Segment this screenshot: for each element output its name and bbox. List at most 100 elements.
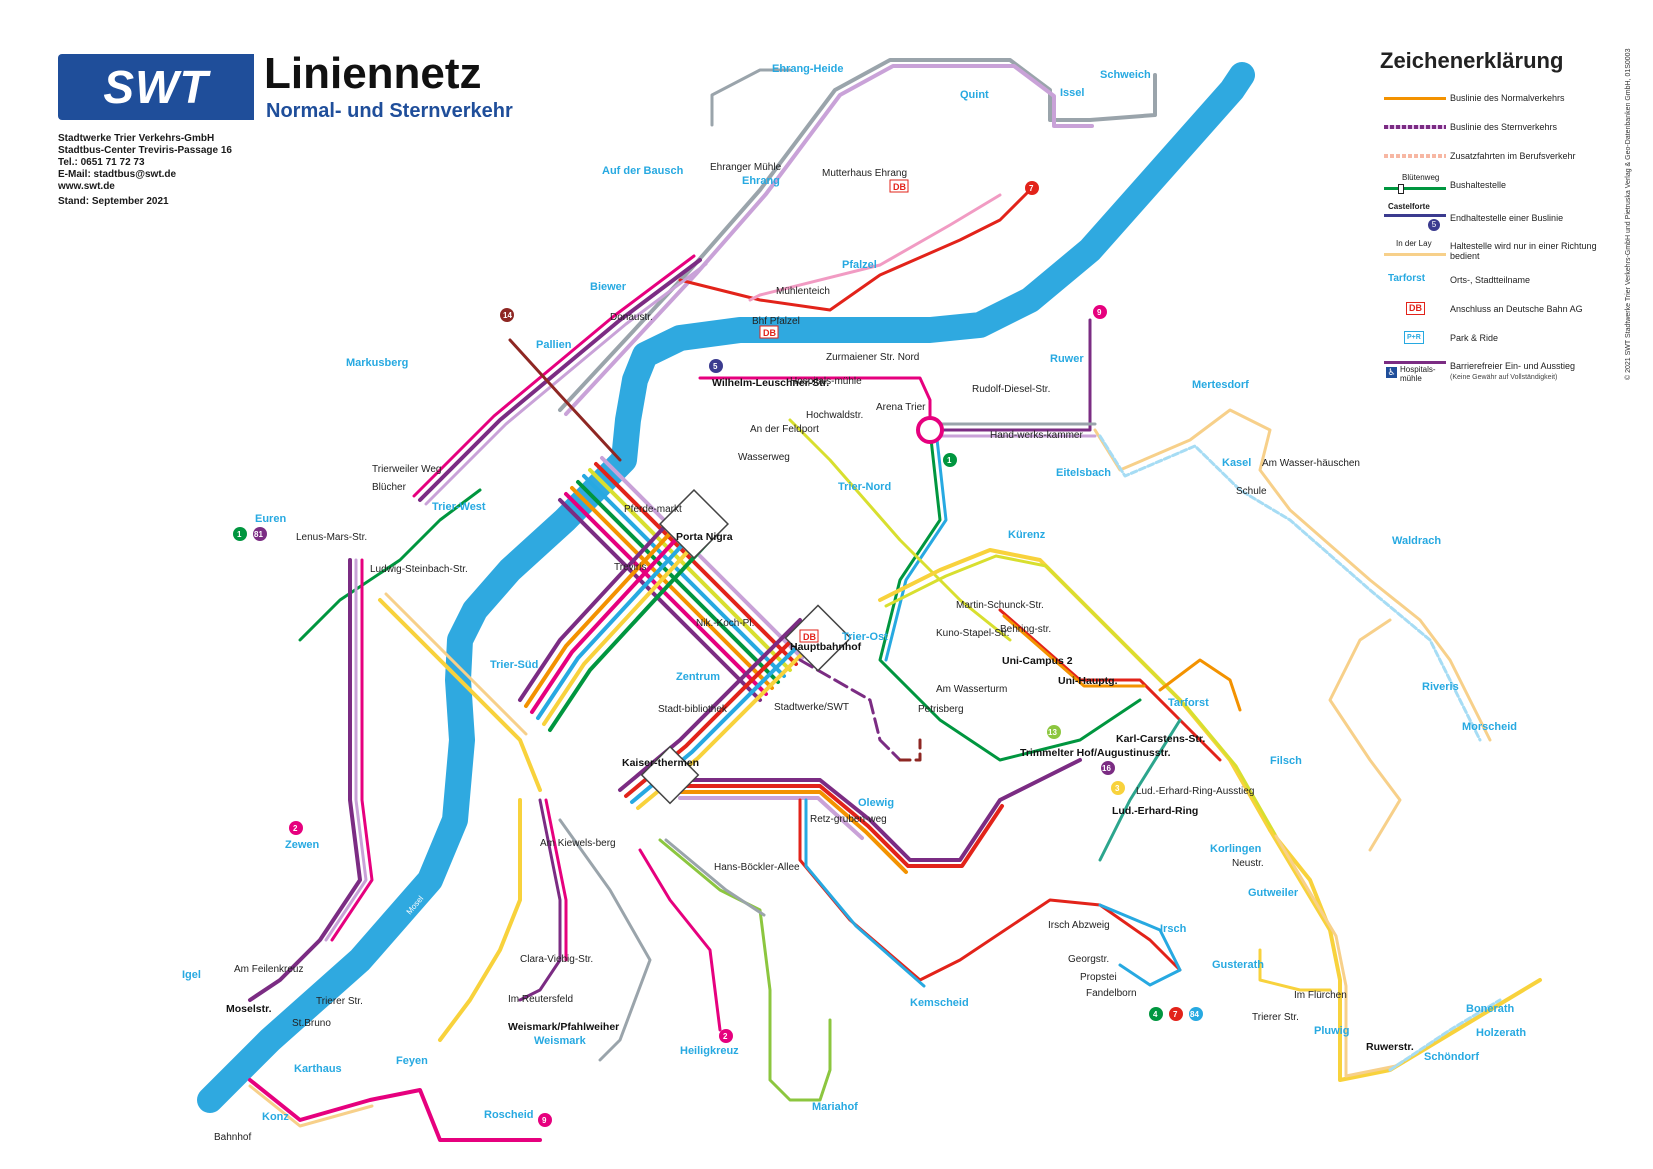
legend-item-extra: Zusatzfahrten im Berufsverkehr — [1380, 146, 1600, 166]
legend-item-stop: Blütenweg Bushaltestelle — [1380, 173, 1600, 195]
district-label: Tarforst — [1168, 697, 1209, 709]
district-label: Biewer — [590, 281, 627, 293]
district-label: Gusterath — [1212, 959, 1264, 971]
stand-date: Stand: September 2021 — [58, 196, 169, 207]
stop-label: Donaustr. — [610, 312, 653, 323]
district-label: Waldrach — [1392, 535, 1441, 547]
svg-text:81: 81 — [254, 530, 263, 539]
district-label: Igel — [182, 969, 201, 981]
svg-text:4: 4 — [1153, 1010, 1158, 1019]
stop-label: Lud.-Erhard-Ring-Ausstieg — [1136, 786, 1254, 797]
stop-label: Hochwaldstr. — [806, 410, 863, 421]
stop-label: Trierer Str. — [1252, 1012, 1299, 1023]
contact-website[interactable]: www.swt.de — [58, 181, 115, 192]
db-markers: DB DB DB — [759, 179, 909, 643]
svg-text:3: 3 — [1115, 784, 1120, 793]
svg-text:14: 14 — [503, 311, 512, 320]
stop-label: Trimmelter Hof/Augustinusstr. — [1020, 747, 1171, 759]
stop-label: Karl-Carstens-Str. — [1116, 733, 1205, 745]
svg-text:DB: DB — [893, 182, 906, 192]
park-ride-icon: P+R — [1380, 328, 1450, 348]
stop-label: Retz-gruben-weg — [810, 814, 887, 825]
district-label: Kemscheid — [910, 997, 969, 1009]
legend-item-oneway: In der Lay Haltestelle wird nur in einer… — [1380, 239, 1600, 261]
district-label: Weismark — [534, 1035, 587, 1047]
district-label: Eitelsbach — [1056, 467, 1111, 479]
district-label: Trier-Nord — [838, 481, 891, 493]
stop-label: Uni-Hauptg. — [1058, 675, 1118, 687]
stop-label: Im Reutersfeld — [508, 994, 573, 1005]
svg-text:13: 13 — [1048, 728, 1057, 737]
svg-text:9: 9 — [1097, 308, 1102, 317]
district-label: Kasel — [1222, 457, 1251, 469]
district-label: Karthaus — [294, 1063, 342, 1075]
district-label: Pfalzel — [842, 259, 877, 271]
district-label: Korlingen — [1210, 843, 1262, 855]
wheelchair-icon: ♿ Hospitals-mühle — [1380, 357, 1450, 387]
stop-label: Petrisberg — [918, 704, 964, 715]
stop-label: Schule — [1236, 486, 1267, 497]
svg-text:DB: DB — [803, 632, 816, 642]
stop-label: Zurmaiener Str. Nord — [826, 352, 919, 363]
hub-porta-nigra — [658, 488, 730, 560]
stop-label: Trierweiler Weg — [372, 464, 441, 475]
oneway-stop-icon: In der Lay — [1380, 239, 1450, 261]
legend-item-stern: Buslinie des Sternverkehrs — [1380, 117, 1600, 137]
district-label: Trier-West — [432, 501, 486, 513]
db-icon: DB — [1380, 299, 1450, 319]
stop-label: Lenus-Mars-Str. — [296, 532, 367, 543]
svg-text:1: 1 — [947, 456, 952, 465]
logo-text: SWT — [103, 61, 209, 113]
stop-label: Ruwerstr. — [1366, 1041, 1414, 1053]
contact-email[interactable]: E-Mail: stadtbus@swt.de — [58, 169, 177, 180]
district-label: Mariahof — [812, 1101, 858, 1113]
district-label: Zewen — [285, 839, 320, 851]
stop-label: Bahnhof — [214, 1132, 251, 1143]
stop-label: Trierer Str. — [316, 996, 363, 1007]
district-label: Trier-Süd — [490, 659, 538, 671]
svg-text:2: 2 — [293, 824, 298, 833]
terminal-icon: Castelforte 5 — [1380, 202, 1450, 232]
contact-block: Stadtwerke Trier Verkehrs-GmbH Stadtbus-… — [58, 133, 232, 193]
svg-text:7: 7 — [1173, 1010, 1178, 1019]
district-label: Holzerath — [1476, 1027, 1526, 1039]
legend-item-normal: Buslinie des Normalverkehrs — [1380, 88, 1600, 108]
district-label: Gutweiler — [1248, 887, 1299, 899]
legend-item-district: Tarforst Orts-, Stadtteilname — [1380, 270, 1600, 290]
stop-label: Hauptbahnhof — [790, 641, 862, 653]
district-icon: Tarforst — [1388, 273, 1426, 284]
legend: Zeichenerklärung Buslinie des Normalverk… — [1380, 48, 1600, 396]
district-label: Zentrum — [676, 671, 720, 683]
copyright-note: © 2021 SWT Stadtwerke Trier Verkehrs-Gmb… — [1625, 48, 1632, 380]
stop-icon: Blütenweg — [1380, 173, 1450, 195]
stop-label: Fandelborn — [1086, 988, 1137, 999]
stop-labels: Ehranger Mühle Mutterhaus Ehrang Mühlent… — [214, 162, 1414, 1143]
district-label: Schweich — [1100, 69, 1151, 81]
svg-text:2: 2 — [723, 1032, 728, 1041]
legend-title: Zeichenerklärung — [1380, 48, 1564, 73]
stop-label: Mutterhaus Ehrang — [822, 168, 907, 179]
stop-label: Rudolf-Diesel-Str. — [972, 384, 1050, 395]
legend-item-db: DB Anschluss an Deutsche Bahn AG — [1380, 299, 1600, 319]
stop-label: Hans-Böckler-Allee — [714, 862, 800, 873]
district-label: Mertesdorf — [1192, 379, 1249, 391]
stop-label: Porta Nigra — [676, 531, 733, 543]
district-labels: Ehrang-Heide Schweich Quint Issel Auf de… — [182, 63, 1526, 1123]
svg-text:84: 84 — [1190, 1010, 1199, 1019]
stop-label: Martin-Schunck-Str. — [956, 600, 1044, 611]
district-label: Ruwer — [1050, 353, 1084, 365]
district-label: Ehrang-Heide — [772, 63, 844, 75]
stop-label: Clara-Viebig-Str. — [520, 954, 593, 965]
district-label: Bonerath — [1466, 1003, 1515, 1015]
stop-label: Kuno-Stapel-Str. — [936, 628, 1009, 639]
stop-label: Wasserweg — [738, 452, 790, 463]
legend-item-barrier: ♿ Hospitals-mühle Barrierefreier Ein- un… — [1380, 357, 1600, 387]
stop-label: Pferde-markt — [624, 504, 682, 515]
stop-label: Hand-werks-kammer — [990, 430, 1083, 441]
stop-label: Nik.-Koch-Pl. — [696, 618, 754, 629]
line-badges: 14 9 7 5 1 1 81 2 2 9 4 7 84 16 3 13 — [233, 181, 1203, 1127]
stop-label: Lud.-Erhard-Ring — [1112, 805, 1198, 817]
district-label: Pluwig — [1314, 1025, 1349, 1037]
stop-label: Mühlenteich — [776, 286, 830, 297]
svg-text:1: 1 — [237, 530, 242, 539]
